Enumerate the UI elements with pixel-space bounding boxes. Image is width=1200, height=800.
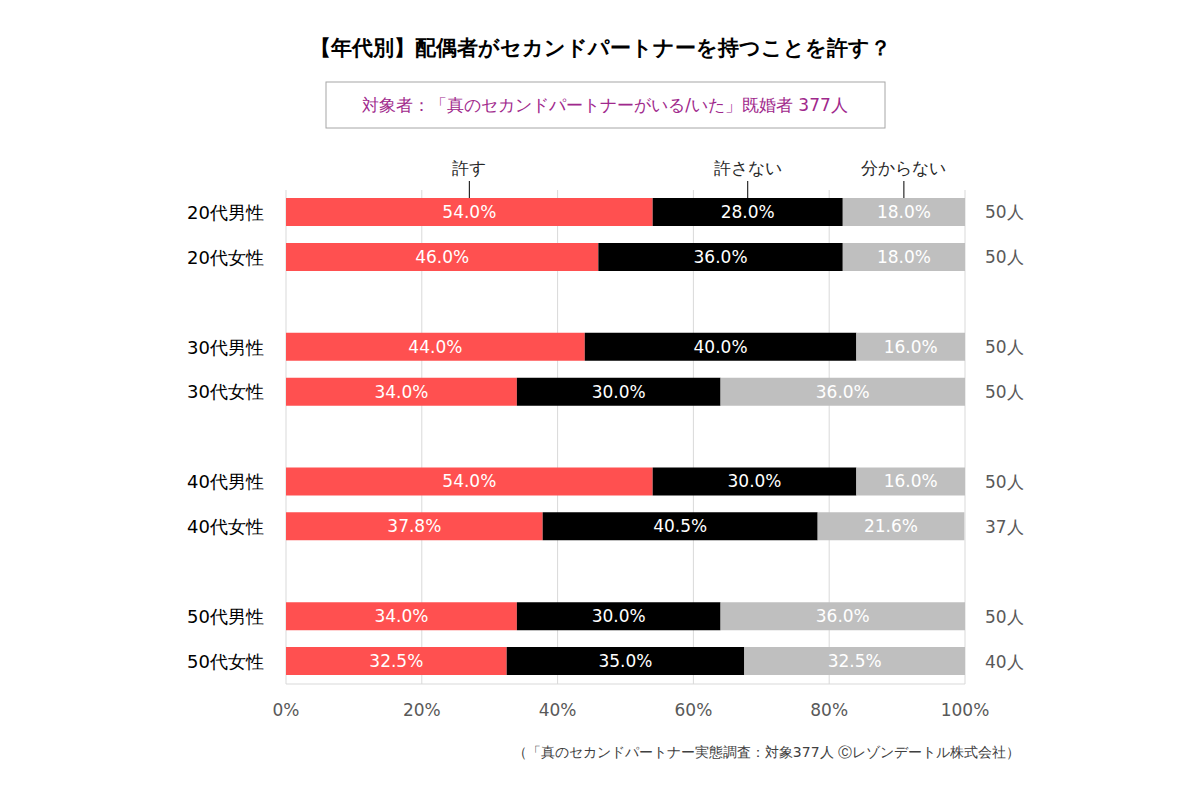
svg-text:20%: 20% bbox=[403, 700, 441, 720]
svg-text:18.0%: 18.0% bbox=[877, 247, 931, 267]
svg-text:20代女性: 20代女性 bbox=[187, 247, 264, 268]
svg-text:46.0%: 46.0% bbox=[415, 247, 469, 267]
svg-text:60%: 60% bbox=[675, 700, 713, 720]
svg-text:36.0%: 36.0% bbox=[816, 606, 870, 626]
svg-text:50人: 50人 bbox=[985, 247, 1024, 267]
svg-text:0%: 0% bbox=[273, 700, 300, 720]
svg-text:16.0%: 16.0% bbox=[884, 337, 938, 357]
svg-text:50人: 50人 bbox=[985, 607, 1024, 627]
svg-text:20代男性: 20代男性 bbox=[187, 202, 264, 223]
svg-text:18.0%: 18.0% bbox=[877, 202, 931, 222]
svg-text:40人: 40人 bbox=[985, 652, 1024, 672]
svg-text:40.0%: 40.0% bbox=[694, 337, 748, 357]
svg-text:30.0%: 30.0% bbox=[728, 471, 782, 491]
svg-text:30.0%: 30.0% bbox=[592, 606, 646, 626]
svg-text:28.0%: 28.0% bbox=[721, 202, 775, 222]
svg-text:80%: 80% bbox=[810, 700, 848, 720]
svg-text:54.0%: 54.0% bbox=[442, 471, 496, 491]
svg-text:32.5%: 32.5% bbox=[369, 651, 423, 671]
svg-text:分からない: 分からない bbox=[861, 158, 946, 178]
svg-text:50代男性: 50代男性 bbox=[187, 606, 264, 627]
svg-text:32.5%: 32.5% bbox=[828, 651, 882, 671]
svg-text:36.0%: 36.0% bbox=[816, 382, 870, 402]
svg-text:36.0%: 36.0% bbox=[694, 247, 748, 267]
svg-text:50人: 50人 bbox=[985, 472, 1024, 492]
svg-text:40代男性: 40代男性 bbox=[187, 471, 264, 492]
svg-text:40.5%: 40.5% bbox=[653, 516, 707, 536]
svg-text:40%: 40% bbox=[539, 700, 577, 720]
svg-text:37.8%: 37.8% bbox=[387, 516, 441, 536]
svg-text:35.0%: 35.0% bbox=[598, 651, 652, 671]
svg-text:50代女性: 50代女性 bbox=[187, 651, 264, 672]
svg-text:34.0%: 34.0% bbox=[374, 382, 428, 402]
svg-text:34.0%: 34.0% bbox=[374, 606, 428, 626]
svg-text:許さない: 許さない bbox=[714, 158, 782, 178]
svg-text:（「真のセカンドパートナー実態調査：対象377人 Ⓒレゾンデ: （「真のセカンドパートナー実態調査：対象377人 Ⓒレゾンデートル株式会社） bbox=[513, 744, 1020, 760]
svg-text:対象者：「真のセカンドパートナーがいる/いた」既婚者 377: 対象者：「真のセカンドパートナーがいる/いた」既婚者 377人 bbox=[362, 95, 848, 115]
svg-text:54.0%: 54.0% bbox=[442, 202, 496, 222]
svg-text:37人: 37人 bbox=[985, 517, 1024, 537]
svg-text:40代女性: 40代女性 bbox=[187, 516, 264, 537]
svg-text:21.6%: 21.6% bbox=[864, 516, 918, 536]
svg-text:50人: 50人 bbox=[985, 382, 1024, 402]
svg-text:30代女性: 30代女性 bbox=[187, 381, 264, 402]
svg-text:【年代別】配偶者がセカンドパートナーを持つことを許す？: 【年代別】配偶者がセカンドパートナーを持つことを許す？ bbox=[310, 36, 891, 60]
svg-text:50人: 50人 bbox=[985, 202, 1024, 222]
svg-text:100%: 100% bbox=[941, 700, 990, 720]
svg-text:50人: 50人 bbox=[985, 337, 1024, 357]
svg-text:44.0%: 44.0% bbox=[408, 337, 462, 357]
svg-text:30.0%: 30.0% bbox=[592, 382, 646, 402]
svg-text:16.0%: 16.0% bbox=[884, 471, 938, 491]
svg-text:許す: 許す bbox=[452, 158, 486, 178]
svg-text:30代男性: 30代男性 bbox=[187, 337, 264, 358]
